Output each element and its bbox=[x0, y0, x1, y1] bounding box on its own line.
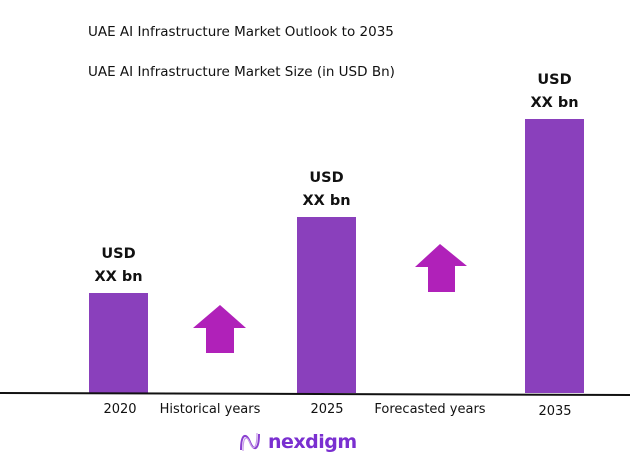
data-label-line: USD bbox=[309, 170, 344, 186]
bar-2020 bbox=[89, 293, 148, 393]
logo: nexdigm bbox=[238, 430, 357, 454]
x-tick-label: 2035 bbox=[538, 404, 572, 419]
data-label-line: XX bn bbox=[530, 95, 579, 111]
data-label-line: USD bbox=[101, 246, 136, 262]
data-label-line: XX bn bbox=[302, 193, 351, 209]
x-axis-line bbox=[0, 392, 630, 396]
up-arrow-icon bbox=[415, 244, 467, 292]
data-label-line: XX bn bbox=[94, 269, 143, 285]
data-label: USD XX bn bbox=[79, 243, 159, 289]
annotation-historical: Historical years bbox=[159, 402, 261, 417]
x-tick-label: 2025 bbox=[310, 402, 344, 417]
x-tick-label: 2020 bbox=[103, 402, 137, 417]
annotation-forecasted: Forecasted years bbox=[374, 402, 486, 417]
up-arrow-icon bbox=[193, 305, 246, 353]
nexdigm-logo-icon bbox=[240, 432, 260, 452]
chart-title: UAE AI Infrastructure Market Outlook to … bbox=[88, 24, 394, 40]
bar-2025 bbox=[297, 217, 356, 393]
data-label: USD XX bn bbox=[515, 69, 595, 115]
bar-2035 bbox=[525, 119, 584, 393]
chart-subtitle: UAE AI Infrastructure Market Size (in US… bbox=[88, 64, 395, 80]
logo-text: nexdigm bbox=[268, 431, 357, 453]
data-label: USD XX bn bbox=[287, 167, 367, 213]
data-label-line: USD bbox=[537, 72, 572, 88]
